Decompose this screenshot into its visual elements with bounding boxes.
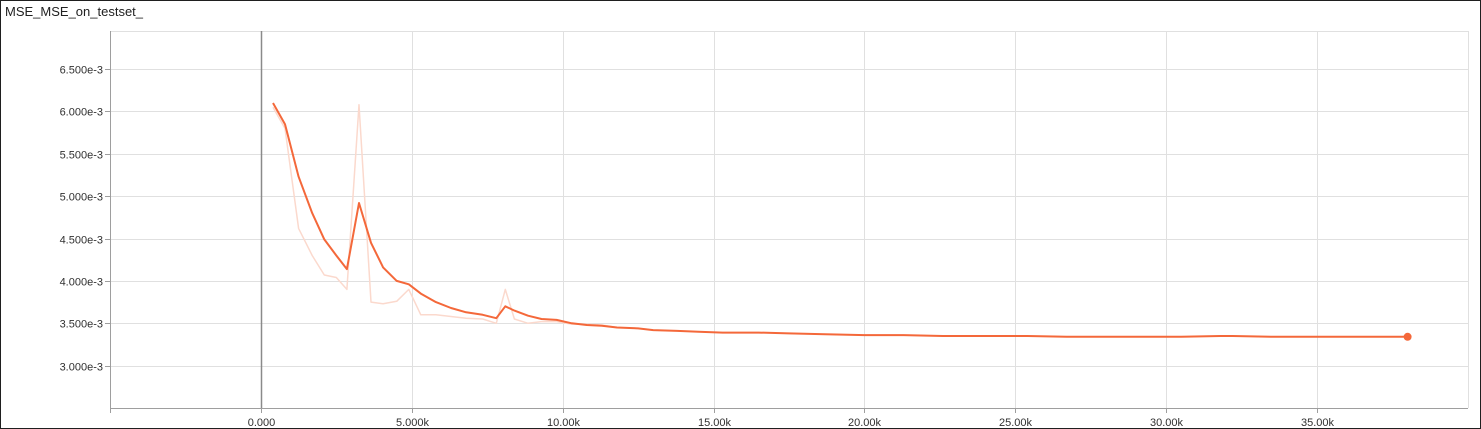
grid-layer [110,31,1469,408]
x-tick-label: 25.00k [999,417,1033,428]
x-tick-label: 0.000 [248,417,276,428]
chart-title: MSE_MSE_on_testset_ [5,4,144,19]
y-tick-label: 5.500e-3 [60,150,103,162]
x-tick-label: 5.000k [396,417,430,428]
tick-label-layer: 0.000 5.000k 10.00k 15.00k 20.00k 25.00k 30.00… [60,65,1335,429]
y-tick-label: 3.500e-3 [60,319,103,331]
y-tick-label: 5.000e-3 [60,192,103,204]
y-tick-label: 6.500e-3 [60,65,103,77]
x-tick-label: 15.00k [698,417,732,428]
y-tick-label: 4.000e-3 [60,277,103,289]
axis-layer [105,31,1468,413]
smoothed-series-line [272,102,1408,338]
y-tick-label: 4.500e-3 [60,235,103,247]
raw-series-line [272,103,618,329]
x-tick-label: 30.00k [1150,417,1184,428]
y-tick-label: 3.000e-3 [60,362,103,374]
x-tick-label: 35.00k [1301,417,1335,428]
x-tick-label: 10.00k [547,417,581,428]
y-tick-label: 6.000e-3 [60,107,103,119]
x-tick-label: 20.00k [848,417,882,428]
series-layer [272,102,1412,341]
last-point-marker[interactable] [1403,332,1412,341]
